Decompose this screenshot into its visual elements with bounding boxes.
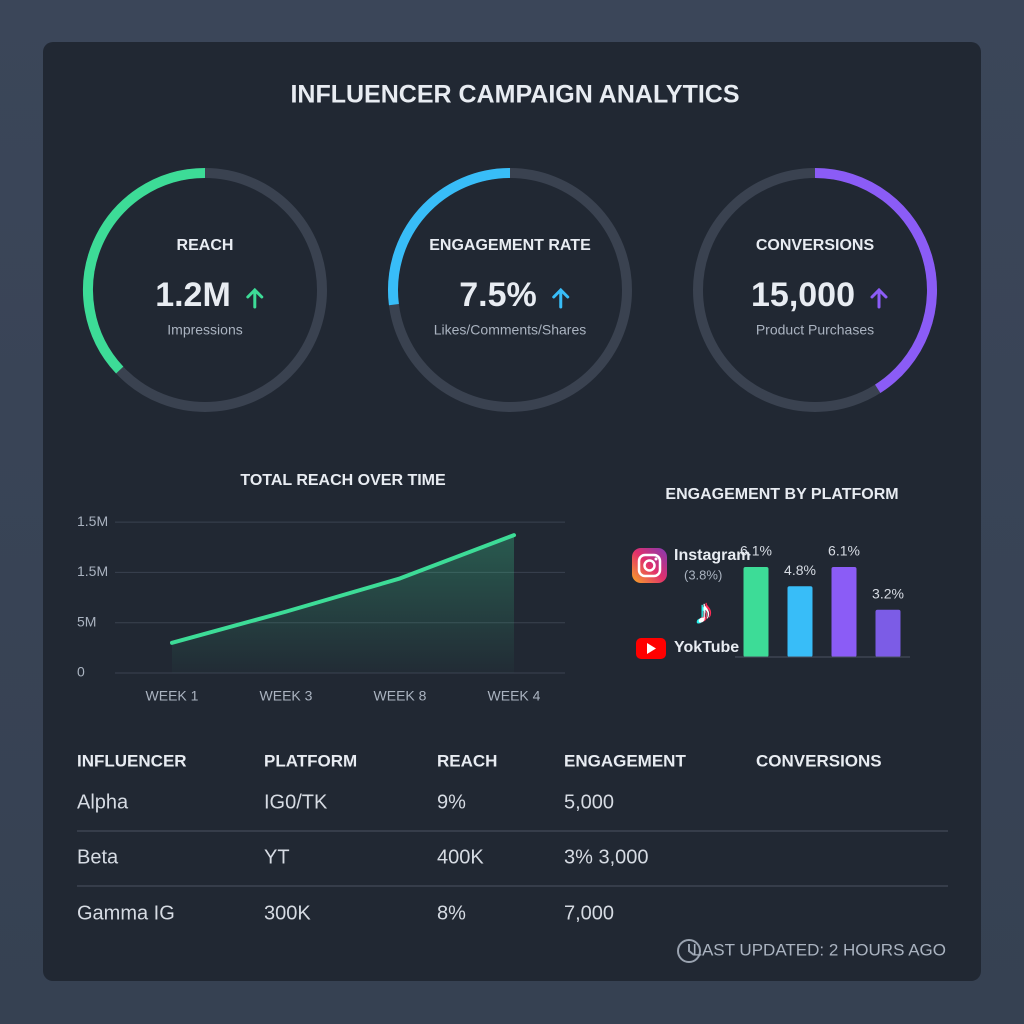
kpi-caption: Impressions [167, 322, 242, 338]
table-cell: Alpha [77, 791, 129, 813]
svg-text:♪: ♪ [698, 592, 715, 630]
kpi-value: 15,000 [751, 276, 855, 314]
gauge-arc [83, 168, 206, 374]
trend-arrow [246, 287, 264, 309]
kpi-value: 1.2M [155, 276, 231, 314]
y-tick-label: 5M [77, 613, 96, 629]
bar-value-label: 6.1% [828, 543, 860, 559]
instagram-icon [632, 548, 667, 583]
bar-value-label: 3.2% [872, 586, 904, 602]
bar [743, 567, 769, 657]
legend-name: Instagram [674, 547, 750, 564]
column-header: CONVERSIONS [756, 751, 882, 770]
svg-text:♪: ♪ [696, 593, 713, 631]
tiktok-icon: ♪ ♪ ♪ [694, 592, 715, 632]
trend-arrow [870, 287, 888, 309]
last-updated: LAST UPDATED: 2 HOURS AGO [693, 940, 947, 959]
card [43, 42, 981, 981]
youtube-icon [636, 638, 666, 659]
x-tick-label: WEEK 1 [146, 688, 199, 704]
bar [831, 567, 857, 657]
bar [875, 609, 901, 657]
y-tick-label: 1.5M [77, 513, 108, 529]
bar-value-label: 4.8% [784, 562, 816, 578]
legend-note: (3.8%) [684, 567, 722, 582]
gauge-arc [388, 168, 511, 306]
line [170, 533, 516, 645]
y-tick-label: 1.5M [77, 563, 108, 579]
x-tick-label: WEEK 3 [260, 688, 313, 704]
bar [787, 586, 813, 657]
table-cell: YT [264, 846, 290, 868]
legend-name: YokTube [674, 639, 739, 656]
column-header: REACH [437, 751, 497, 770]
kpi-caption: Likes/Comments/Shares [434, 322, 587, 338]
chart-title: ENGAGEMENT BY PLATFORM [665, 486, 898, 503]
table-cell: IG0/TK [264, 791, 328, 813]
x-tick-label: WEEK 8 [374, 688, 427, 704]
column-header: ENGAGEMENT [564, 751, 686, 770]
table-cell: Beta [77, 846, 119, 868]
trend-arrow [552, 287, 570, 309]
column-header: INFLUENCER [77, 751, 187, 770]
kpi-label: ENGAGEMENT RATE [429, 237, 591, 254]
table-cell: 300K [264, 902, 311, 924]
x-tick-label: WEEK 4 [488, 688, 541, 704]
table-cell: 5,000 [564, 791, 614, 813]
title: INFLUENCER CAMPAIGN ANALYTICS [290, 81, 739, 109]
table-cell: 400K [437, 846, 484, 868]
column-header: PLATFORM [264, 751, 357, 770]
kpi-caption: Product Purchases [756, 322, 874, 338]
kpi-label: REACH [177, 237, 234, 254]
svg-text:♪: ♪ [694, 594, 711, 632]
table-cell: 7,000 [564, 902, 614, 924]
y-tick-label: 0 [77, 664, 85, 680]
table-cell: Gamma IG [77, 902, 175, 924]
table-cell: 3% 3,000 [564, 846, 649, 868]
chart-title: TOTAL REACH OVER TIME [240, 472, 446, 489]
kpi-value: 7.5% [459, 276, 537, 314]
bar-value-label: 6.1% [740, 543, 772, 559]
clock-icon [677, 939, 701, 963]
table-cell: 8% [437, 902, 466, 924]
gauge-arc [814, 168, 937, 394]
kpi-label: CONVERSIONS [756, 237, 875, 254]
table-cell: 9% [437, 791, 466, 813]
